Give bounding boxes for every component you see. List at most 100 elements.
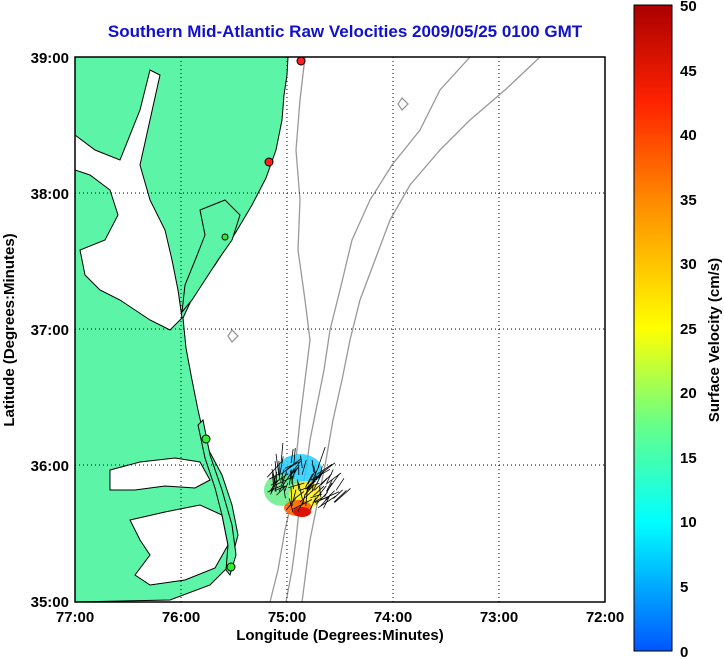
y-axis: 39:00 38:00 37:00 36:00 35:00 Latitude (… (1, 50, 69, 611)
velocity-vector (316, 463, 333, 475)
velocity-vector (288, 498, 294, 513)
x-tick-label: 73:00 (480, 609, 518, 626)
colorbar: 50 45 40 35 30 25 20 15 10 5 0 Surface V… (633, 0, 723, 659)
y-tick-label: 35:00 (31, 594, 69, 611)
x-axis: 77:00 76:00 75:00 74:00 73:00 72:00 Long… (56, 609, 624, 644)
chesapeake-bay (75, 69, 183, 331)
colorbar-tick: 5 (680, 579, 688, 596)
station-green (226, 562, 236, 572)
bathymetry-contours (227, 57, 541, 602)
velocity-vector (278, 473, 291, 492)
velocity-vector (292, 489, 297, 502)
velocity-vector (276, 485, 287, 496)
colorbar-tick: 35 (680, 192, 697, 209)
y-tick-label: 39:00 (31, 50, 69, 67)
velocity-vector (334, 488, 351, 503)
pamlico-sound (129, 504, 229, 586)
outer-banks (197, 418, 237, 577)
velocity-vector (294, 491, 305, 499)
velocity-vector (320, 496, 330, 507)
velocity-vectors (267, 442, 351, 513)
velocity-vector (333, 490, 347, 503)
colorbar-tick: 10 (680, 514, 697, 531)
velocity-vector (279, 456, 284, 476)
velocity-vector (304, 485, 314, 495)
velocity-vector (275, 453, 280, 476)
velocity-vector (274, 461, 278, 482)
colorbar-label: Surface Velocity (cm/s) (706, 258, 723, 422)
station-green (221, 233, 229, 241)
colorbar-tick: 15 (680, 450, 697, 467)
velocity-vector (317, 446, 326, 468)
x-tick-label: 72:00 (586, 609, 624, 626)
velocity-vector (269, 473, 280, 480)
velocity-vector (311, 460, 315, 473)
velocity-vector (302, 494, 306, 505)
velocity-vector (305, 480, 316, 490)
albemarle-sound (109, 457, 211, 491)
velocity-vector (319, 486, 322, 498)
grid (75, 57, 605, 602)
colorbar-tick: 50 (680, 0, 697, 15)
colorbar-tick: 40 (680, 127, 697, 144)
velocity-vector (283, 482, 289, 493)
colorbar-tick: 45 (680, 63, 697, 80)
velocity-vector (290, 487, 293, 507)
stations (201, 57, 306, 572)
velocity-vector (267, 485, 282, 493)
eastern-shore (181, 199, 241, 314)
map-title: Southern Mid-Atlantic Raw Velocities 200… (107, 22, 583, 41)
y-axis-label: Latitude (Degrees:Minutes) (1, 233, 18, 426)
velocity-vector (313, 485, 325, 496)
velocity-vector (274, 485, 286, 492)
station-red (296, 57, 306, 66)
station-green (201, 434, 211, 444)
velocity-vector (280, 469, 285, 482)
velocity-vector (318, 466, 323, 480)
velocity-vector (307, 470, 316, 485)
colorbar-tick: 25 (680, 321, 697, 338)
velocity-vector (325, 472, 342, 485)
colorbar-gradient (633, 4, 673, 652)
velocity-vector (280, 442, 284, 463)
colorbar-tick: 0 (680, 644, 688, 659)
velocity-vector (285, 498, 296, 511)
velocity-vector (323, 494, 331, 509)
x-axis-label: Longitude (Degrees:Minutes) (236, 627, 444, 644)
velocity-vector (300, 455, 303, 469)
x-tick-label: 75:00 (268, 609, 306, 626)
station-red (264, 157, 274, 167)
velocity-vector (289, 470, 294, 490)
y-tick-label: 37:00 (31, 322, 69, 339)
y-tick-label: 36:00 (31, 458, 69, 475)
velocity-vector (290, 448, 294, 464)
velocity-vector (315, 491, 328, 505)
velocity-vector (335, 478, 345, 491)
velocity-vector (292, 499, 313, 510)
velocity-vector (298, 482, 303, 500)
velocity-vector (267, 462, 282, 478)
velocity-vector (326, 479, 333, 492)
velocity-vector (288, 482, 305, 489)
velocity-vector (310, 468, 331, 481)
y-tick-label: 38:00 (31, 186, 69, 203)
velocity-vector (326, 473, 340, 492)
x-tick-label: 76:00 (162, 609, 200, 626)
velocity-vector (275, 476, 294, 486)
map-area (75, 57, 605, 602)
x-tick-label: 77:00 (56, 609, 94, 626)
velocity-vector (312, 485, 327, 504)
velocity-vector (309, 497, 317, 510)
velocity-vector (280, 471, 288, 487)
velocity-vector (320, 462, 336, 474)
colorbar-tick: 20 (680, 385, 697, 402)
velocity-vector (293, 447, 296, 466)
velocity-vector (326, 469, 334, 484)
velocity-vector (284, 458, 301, 472)
plot-frame (74, 56, 606, 603)
velocity-vector (333, 489, 343, 499)
colorbar-tick: 30 (680, 256, 697, 273)
velocity-vector (268, 479, 280, 493)
velocity-vector (305, 473, 313, 488)
